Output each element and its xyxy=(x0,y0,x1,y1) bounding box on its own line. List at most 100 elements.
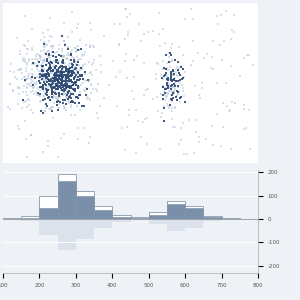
Point xyxy=(173,94,178,99)
Point xyxy=(172,91,177,96)
Point xyxy=(168,103,173,108)
Point xyxy=(91,43,95,48)
Point xyxy=(66,58,71,63)
Point xyxy=(63,56,68,61)
Point xyxy=(189,63,194,68)
Point xyxy=(221,38,226,43)
Point xyxy=(168,86,173,91)
Point xyxy=(58,93,63,98)
Point xyxy=(25,92,29,97)
Point xyxy=(51,43,56,48)
Point xyxy=(41,86,46,91)
Point xyxy=(68,85,72,90)
Point xyxy=(120,125,125,130)
Point xyxy=(44,43,49,47)
Point xyxy=(56,86,60,91)
Point xyxy=(68,90,73,95)
Point xyxy=(38,75,43,80)
Point xyxy=(27,98,32,102)
Point xyxy=(42,68,47,73)
Point xyxy=(52,85,57,90)
Point xyxy=(162,88,167,93)
Point xyxy=(122,37,127,41)
Point xyxy=(83,88,88,93)
Point xyxy=(130,89,135,94)
Point xyxy=(55,61,59,65)
Point xyxy=(38,85,43,90)
Point xyxy=(62,74,67,79)
Point xyxy=(63,72,68,77)
Point xyxy=(76,100,81,105)
Point xyxy=(52,90,57,94)
Point xyxy=(61,65,65,70)
Point xyxy=(54,72,58,77)
Point xyxy=(72,101,77,106)
Point xyxy=(70,91,75,96)
Bar xyxy=(39,219,58,236)
Point xyxy=(78,66,83,71)
Point xyxy=(66,84,71,88)
Point xyxy=(71,62,76,67)
Point xyxy=(176,69,181,74)
Point xyxy=(127,112,131,117)
Point xyxy=(161,73,166,78)
Point xyxy=(65,50,70,55)
Point xyxy=(40,73,45,77)
Bar xyxy=(167,219,185,231)
Point xyxy=(42,109,47,114)
Point xyxy=(170,72,175,77)
Point xyxy=(31,72,36,77)
Point xyxy=(63,70,68,75)
Point xyxy=(54,84,59,88)
Point xyxy=(69,52,74,56)
Point xyxy=(37,79,41,84)
Point xyxy=(22,78,27,83)
Point xyxy=(76,74,81,79)
Point xyxy=(40,66,45,71)
Point xyxy=(73,45,78,50)
Point xyxy=(44,87,48,92)
Point xyxy=(73,79,78,84)
Point xyxy=(169,74,174,79)
Point xyxy=(49,66,53,71)
Point xyxy=(154,72,158,77)
Point xyxy=(172,124,177,129)
Point xyxy=(172,89,177,94)
Point xyxy=(42,79,47,84)
Point xyxy=(46,53,51,58)
Point xyxy=(173,83,178,88)
Point xyxy=(71,100,76,104)
Point xyxy=(50,76,54,81)
Point xyxy=(172,104,177,109)
Point xyxy=(70,61,74,66)
Point xyxy=(30,83,35,88)
Point xyxy=(69,62,74,67)
Point xyxy=(40,86,45,91)
Point xyxy=(69,84,74,89)
Point xyxy=(197,95,202,100)
Point xyxy=(139,39,144,44)
Point xyxy=(58,64,63,69)
Point xyxy=(60,88,65,93)
Point xyxy=(164,75,169,80)
Point xyxy=(44,69,49,74)
Point xyxy=(60,33,65,38)
Point xyxy=(61,106,66,111)
Point xyxy=(36,86,40,91)
Point xyxy=(47,53,52,58)
Point xyxy=(95,81,100,86)
Point xyxy=(232,100,237,105)
Point xyxy=(56,78,60,83)
Point xyxy=(182,75,186,80)
Point xyxy=(41,110,46,115)
Point xyxy=(37,73,42,77)
Point xyxy=(52,74,57,79)
Point xyxy=(31,83,35,88)
Point xyxy=(159,92,164,97)
Point xyxy=(37,59,41,64)
Point xyxy=(53,65,58,70)
Point xyxy=(66,76,71,81)
Point xyxy=(42,71,46,76)
Point xyxy=(181,89,186,94)
Point xyxy=(17,66,22,71)
